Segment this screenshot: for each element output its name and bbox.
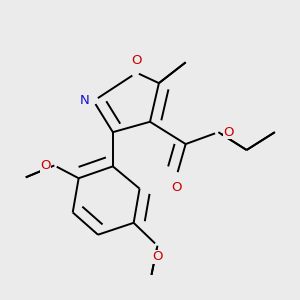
Text: O: O	[131, 54, 142, 68]
Text: O: O	[172, 181, 182, 194]
Text: O: O	[152, 250, 163, 263]
Text: O: O	[224, 126, 234, 139]
Text: N: N	[79, 94, 89, 107]
Text: O: O	[40, 159, 51, 172]
